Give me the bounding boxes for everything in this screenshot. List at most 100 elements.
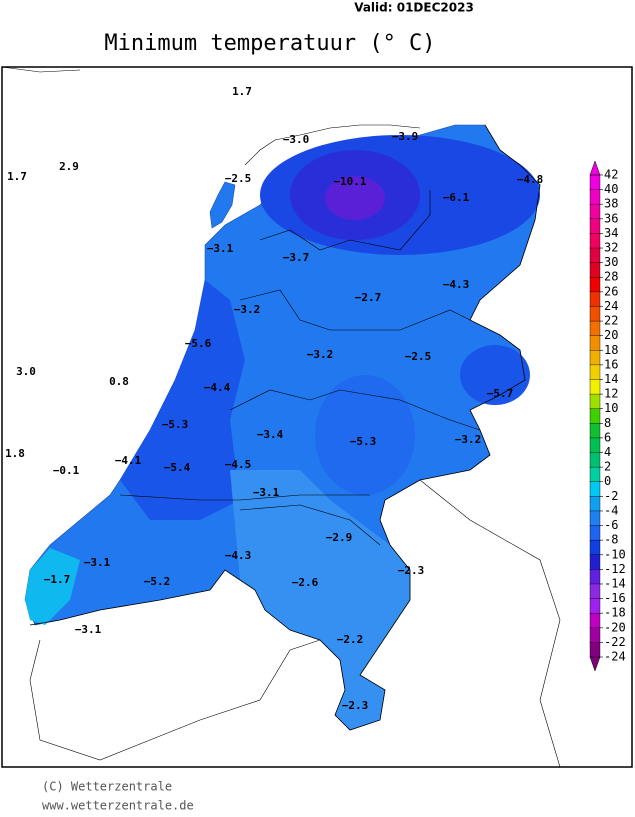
colorbar-segment xyxy=(589,379,601,395)
colorbar-label: 34 xyxy=(604,226,618,240)
station-value: −2.2 xyxy=(337,633,364,646)
colorbar-label: 14 xyxy=(604,372,618,386)
colorbar-segment xyxy=(589,423,601,439)
province-lines xyxy=(239,289,471,331)
colorbar-segment xyxy=(589,247,601,264)
station-value: −5.3 xyxy=(162,418,189,431)
colorbar-label: 8 xyxy=(604,416,611,430)
colorbar-label: 24 xyxy=(604,299,618,313)
colorbar-segment xyxy=(589,277,601,293)
station-value: −4.3 xyxy=(225,549,252,562)
station-value: −2.9 xyxy=(326,531,353,544)
colorbar-segment xyxy=(589,554,601,571)
colorbar-segment xyxy=(589,262,601,278)
station-value: −2.7 xyxy=(355,291,382,304)
colorbar-segment xyxy=(589,364,601,381)
colorbar-label: -24 xyxy=(604,650,626,664)
province-lines xyxy=(239,504,381,546)
mild-southwest xyxy=(25,548,80,625)
colorbar-label: -12 xyxy=(604,562,626,576)
colorbar-label: 2 xyxy=(604,460,611,474)
colorbar-segment xyxy=(589,437,601,454)
island-texel xyxy=(209,181,236,229)
colorbar-label: 0 xyxy=(604,474,611,488)
station-value: −3.2 xyxy=(234,303,261,316)
cold-core-border xyxy=(460,345,530,405)
station-value: −3.1 xyxy=(84,556,111,569)
station-value: −2.3 xyxy=(398,564,425,577)
station-value: −3.7 xyxy=(283,251,310,264)
colorbar-segment xyxy=(589,612,601,629)
colorbar-segment xyxy=(589,393,601,410)
colorbar-arrow-bottom xyxy=(589,656,601,672)
colorbar-segment xyxy=(589,642,601,658)
station-value: −1.7 xyxy=(44,573,71,586)
copyright: (C) Wetterzentrale xyxy=(42,780,172,794)
station-value: −3.1 xyxy=(207,242,234,255)
station-value: −4.1 xyxy=(115,454,142,467)
colorbar-label: 42 xyxy=(604,168,618,182)
colorbar-label: -20 xyxy=(604,620,626,634)
colorbar-segment xyxy=(589,233,601,249)
station-value: −3.9 xyxy=(392,130,419,143)
coldest-core xyxy=(325,176,385,220)
station-value: −3.1 xyxy=(253,486,280,499)
colorbar-label: -22 xyxy=(604,635,626,649)
station-value: −0.1 xyxy=(53,464,80,477)
colorbar-segment xyxy=(589,481,601,498)
station-value: −4.8 xyxy=(517,173,544,186)
colorbar-segment xyxy=(589,218,601,235)
colorbar-label: 28 xyxy=(604,270,618,284)
colorbar-label: -6 xyxy=(604,518,618,532)
colorbar-label: -14 xyxy=(604,576,626,590)
station-value: −5.3 xyxy=(350,435,377,448)
station-value: 1.7 xyxy=(232,85,252,98)
colorbar-label: 4 xyxy=(604,445,611,459)
colorbar-label: -4 xyxy=(604,503,618,517)
station-value: −4.4 xyxy=(204,381,231,394)
colorbar-segment xyxy=(589,204,601,220)
station-value: −5.2 xyxy=(144,575,171,588)
colorbar-label: 20 xyxy=(604,328,618,342)
colorbar-segment xyxy=(589,539,601,556)
station-value: −2.5 xyxy=(225,172,252,185)
colorbar-label: 40 xyxy=(604,182,618,196)
colorbar-label: 38 xyxy=(604,197,618,211)
station-value: −10.1 xyxy=(333,175,366,188)
station-values: 1.7 −3.0 −3.9 2.9 1.7 −2.5 −10.1 −4.8 −6.1 −3.1 −3… xyxy=(5,85,543,712)
colorbar-label: 26 xyxy=(604,284,618,298)
mild-center xyxy=(230,470,410,730)
colorbar-segment xyxy=(589,452,601,468)
border xyxy=(29,124,541,731)
station-value: −3.2 xyxy=(455,433,482,446)
colorbar-segment xyxy=(589,510,601,527)
station-value: −3.2 xyxy=(307,348,334,361)
station-value: −5.6 xyxy=(185,337,212,350)
station-value: −4.5 xyxy=(225,458,252,471)
colorbar-label: -16 xyxy=(604,591,626,605)
colorbar-label: -18 xyxy=(604,606,626,620)
neighbour-border xyxy=(29,639,321,761)
station-value: −3.0 xyxy=(283,133,310,146)
station-value: −3.4 xyxy=(257,428,284,441)
map-title: Minimum temperatuur (° C) xyxy=(104,31,435,56)
station-value: 2.9 xyxy=(59,160,79,173)
province-lines xyxy=(259,190,431,251)
colorbar-label: -8 xyxy=(604,533,618,547)
station-value: 3.0 xyxy=(16,365,36,378)
colorbar-label: 16 xyxy=(604,357,618,371)
colorbar-segment xyxy=(589,350,601,366)
colorbar-arrow-top xyxy=(589,160,601,176)
station-value: 1.7 xyxy=(7,170,27,183)
colorbar-label: 6 xyxy=(604,430,611,444)
map xyxy=(1,66,633,768)
colorbar-segment xyxy=(589,306,601,322)
colorbar-segment xyxy=(589,408,601,425)
colorbar-segment xyxy=(589,320,601,337)
province-lines xyxy=(229,389,481,431)
colorbar-label: 30 xyxy=(604,255,618,269)
valid-date: Valid: 01DEC2023 xyxy=(354,1,474,15)
colorbar-segment xyxy=(589,525,601,541)
station-value: −2.5 xyxy=(405,350,432,363)
colorbar-segment xyxy=(589,291,601,308)
